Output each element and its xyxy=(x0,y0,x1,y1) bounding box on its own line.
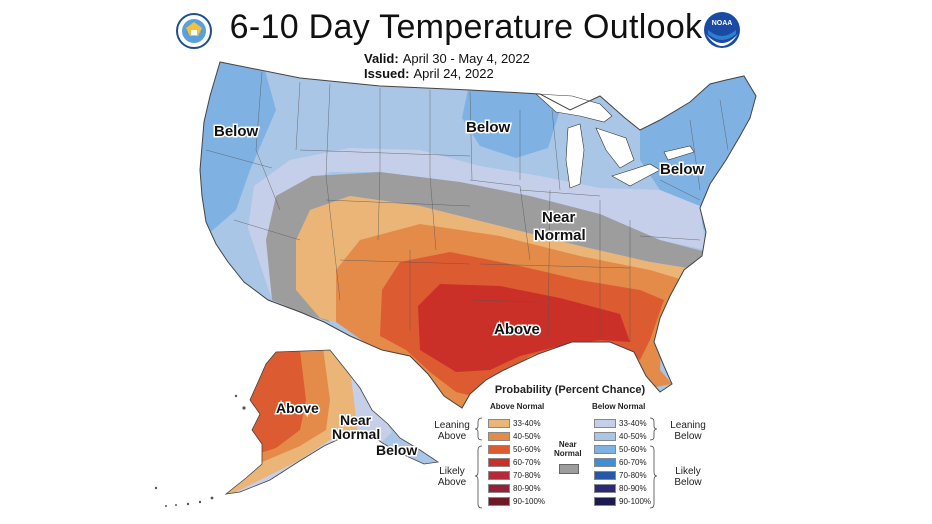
legend-above-row: 90-100% xyxy=(488,496,545,507)
below-north-region xyxy=(462,80,560,158)
valid-dates: April 30 - May 4, 2022 xyxy=(402,51,530,66)
map-label-alaska-near-1: Near xyxy=(340,412,372,428)
legend-below-swatch xyxy=(594,484,616,493)
legend-near-normal-swatch xyxy=(559,464,579,474)
legend-above-label: 33-40% xyxy=(513,419,541,428)
legend-below-label: 33-40% xyxy=(619,419,647,428)
conus-outlook xyxy=(200,62,756,408)
alaska-outlook xyxy=(226,350,438,494)
legend-above-label: 50-60% xyxy=(513,445,541,454)
map-label-above-south: Above xyxy=(494,321,540,338)
legend-below-label: 40-50% xyxy=(619,432,647,441)
legend-below-row: 60-70% xyxy=(594,457,647,468)
legend-above-swatch xyxy=(488,419,510,428)
near-normal-band xyxy=(266,172,706,322)
legend-likely-above: Likely Above xyxy=(437,466,467,488)
legend-below-swatch xyxy=(594,471,616,480)
issued-line: Issued: April 24, 2022 xyxy=(364,66,494,81)
issued-label: Issued: xyxy=(364,66,410,81)
commerce-seal-logo xyxy=(176,13,212,49)
above-60-70-region xyxy=(418,284,630,372)
issued-date: April 24, 2022 xyxy=(413,66,494,81)
conus-outline xyxy=(199,61,757,409)
map-label-alaska-near-2: Normal xyxy=(332,426,380,442)
legend-above-swatch xyxy=(488,445,510,454)
legend-below-swatch xyxy=(594,458,616,467)
legend-below-label: 60-70% xyxy=(619,458,647,467)
map-label-alaska-above: Above xyxy=(276,400,319,416)
legend-below-label: 90-100% xyxy=(619,497,652,506)
map-label-below-north: Below xyxy=(466,119,511,136)
legend-below-swatch xyxy=(594,497,616,506)
legend-likely-below: Likely Below xyxy=(674,466,702,488)
legend-above-header: Above Normal xyxy=(490,402,545,411)
legend-below-row: 90-100% xyxy=(594,496,651,507)
state-boundaries xyxy=(205,71,729,342)
legend-below-swatch xyxy=(594,432,616,441)
legend-below-row: 50-60% xyxy=(594,444,647,455)
legend-above-row: 33-40% xyxy=(488,418,541,429)
below-west-region xyxy=(200,62,276,250)
map-label-below-east: Below xyxy=(660,161,705,178)
legend-below-row: 40-50% xyxy=(594,431,647,442)
map-label-near-normal-2: Normal xyxy=(534,227,586,244)
great-lakes xyxy=(535,93,695,189)
legend-below-label: 50-60% xyxy=(619,445,647,454)
legend-above-swatch xyxy=(488,471,510,480)
legend-below-row: 80-90% xyxy=(594,483,647,494)
legend-leaning-below: Leaning Below xyxy=(670,420,706,442)
legend-near-normal-label: Near Normal xyxy=(554,440,582,458)
legend-above-row: 50-60% xyxy=(488,444,541,455)
legend-above-label: 80-90% xyxy=(513,484,541,493)
aleutian-islands xyxy=(154,394,246,507)
legend-above-swatch xyxy=(488,484,510,493)
legend-braces xyxy=(474,417,658,509)
legend-leaning-above: Leaning Above xyxy=(434,420,470,442)
legend-above-row: 40-50% xyxy=(488,431,541,442)
legend-above-label: 70-80% xyxy=(513,471,541,480)
legend-title: Probability (Percent Chance) xyxy=(494,384,646,396)
valid-label: Valid: xyxy=(364,51,399,66)
valid-line: Valid: April 30 - May 4, 2022 xyxy=(364,51,530,66)
legend-above-row: 60-70% xyxy=(488,457,541,468)
legend-above-row: 80-90% xyxy=(488,483,541,494)
legend-below-swatch xyxy=(594,445,616,454)
legend-above-label: 40-50% xyxy=(513,432,541,441)
legend-below-swatch xyxy=(594,419,616,428)
legend-above-swatch xyxy=(488,497,510,506)
legend-below-header: Below Normal xyxy=(592,402,646,411)
noaa-logo: NOAA xyxy=(704,12,740,48)
map-label-near-normal-1: Near xyxy=(542,209,576,226)
below-leaning-band xyxy=(248,148,706,300)
legend-above-swatch xyxy=(488,432,510,441)
map-label-alaska-below: Below xyxy=(376,442,417,458)
map-label-below-west: Below xyxy=(214,123,259,140)
page-title: 6-10 Day Temperature Outlook xyxy=(229,8,703,46)
probability-legend: Probability (Percent Chance) Above Norma… xyxy=(428,384,712,514)
legend-above-row: 70-80% xyxy=(488,470,541,481)
alaska-outline xyxy=(224,349,440,495)
noaa-logo-text: NOAA xyxy=(712,20,733,27)
legend-below-label: 80-90% xyxy=(619,484,647,493)
legend-above-label: 90-100% xyxy=(513,497,546,506)
legend-below-row: 33-40% xyxy=(594,418,647,429)
legend-below-label: 70-80% xyxy=(619,471,647,480)
legend-above-swatch xyxy=(488,458,510,467)
legend-below-row: 70-80% xyxy=(594,470,647,481)
legend-above-label: 60-70% xyxy=(513,458,541,467)
